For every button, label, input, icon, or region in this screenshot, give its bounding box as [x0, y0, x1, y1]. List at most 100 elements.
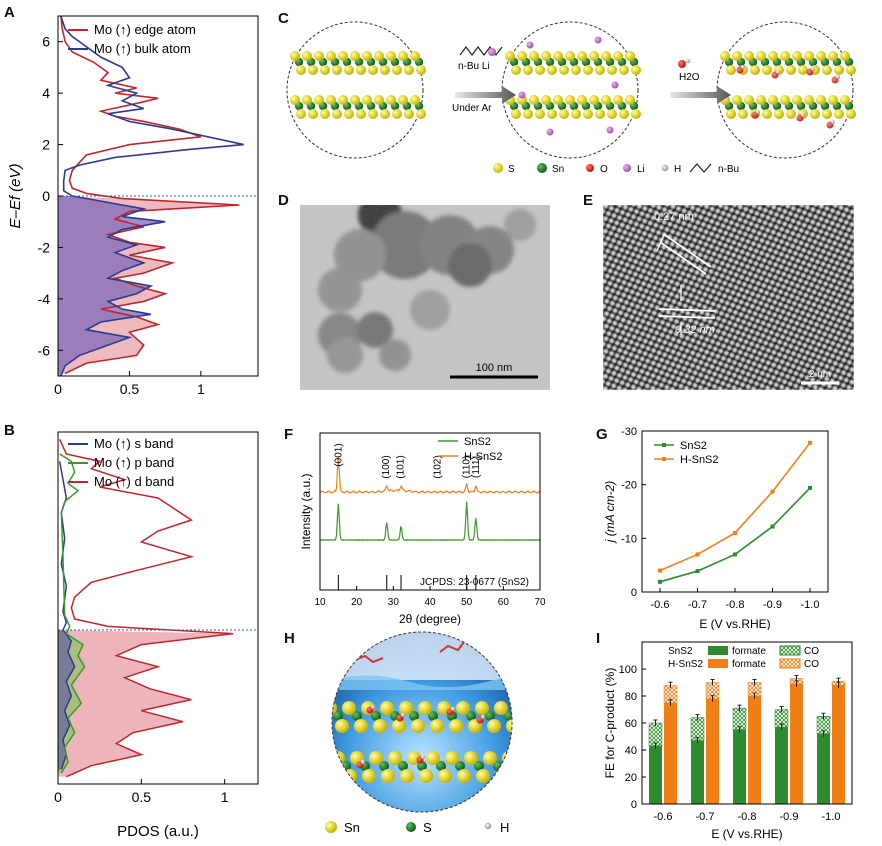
- legend-marker: [662, 457, 666, 461]
- s-atom: [368, 109, 378, 119]
- s-atom: [786, 65, 796, 75]
- s-atom: [619, 109, 629, 119]
- y-tick-label: -10: [621, 533, 637, 545]
- x-axis-title: PDOS (a.u.): [117, 823, 199, 840]
- s-atom: [404, 109, 414, 119]
- y-tick-label: -20: [621, 480, 637, 492]
- tem-image: 100 nm: [300, 205, 550, 390]
- h-atom: [756, 110, 760, 114]
- x-tick-label: 0: [54, 381, 62, 397]
- s-atom: [828, 95, 838, 105]
- data-point: [658, 579, 662, 584]
- bulk-atom-line: [60, 15, 244, 377]
- legend-label: formate: [732, 646, 766, 657]
- illustration-interface: Sn S H: [325, 631, 513, 835]
- s-atom: [780, 51, 790, 61]
- panel-label-a: A: [4, 4, 15, 21]
- o-atom-icon: [678, 60, 686, 68]
- s-atom: [517, 51, 527, 61]
- s-atom: [368, 65, 378, 75]
- s-atom: [762, 65, 772, 75]
- s-atom: [583, 109, 593, 119]
- sn-atom: [417, 761, 427, 771]
- chart-a-pdos-edge-bulk: -6 -4 -2 0 2 4 6 0 0.5 1 E–Ef (eV) Mo (↑) edge atom…: [7, 15, 259, 397]
- s-atom: [398, 95, 408, 105]
- s-atom: [756, 95, 766, 105]
- x-tick-label: -0.8: [738, 811, 757, 823]
- s-atom: [326, 95, 336, 105]
- s-atom: [388, 751, 402, 765]
- sn-atom-icon: [537, 163, 547, 173]
- s-atom: [595, 65, 605, 75]
- panel-label-i: I: [596, 630, 601, 647]
- s-atom: [846, 109, 856, 119]
- s-atom: [547, 65, 557, 75]
- panel-label-h: H: [284, 630, 295, 647]
- x-tick-label: -1.0: [822, 811, 841, 823]
- s-atom: [511, 65, 521, 75]
- peak-label: (100): [381, 455, 392, 478]
- x-tick-label: 70: [534, 597, 546, 608]
- o-atom-icon: [586, 164, 594, 172]
- data-point: [770, 524, 775, 529]
- x-tick-label: 1: [197, 381, 205, 397]
- legend-label: H-SnS2: [464, 451, 503, 463]
- data-point: [695, 552, 700, 557]
- s-atom: [344, 109, 354, 119]
- s-atom: [846, 65, 856, 75]
- s-atom: [756, 51, 766, 61]
- legend-label: SnS2: [464, 436, 491, 448]
- s-atom: [553, 95, 563, 105]
- legend-s: S: [423, 820, 432, 835]
- s-atom: [822, 65, 832, 75]
- schematic-lithiation: n-Bu Li Under Ar H2O S Sn O Li H n-Bu: [286, 21, 856, 175]
- s-atom: [326, 51, 336, 61]
- s-atom: [350, 751, 364, 765]
- y-tick-label: 0: [42, 188, 50, 204]
- legend-row-label: SnS2: [668, 646, 693, 657]
- s-atom: [416, 109, 426, 119]
- s-atom: [822, 109, 832, 119]
- li-atom: [606, 126, 614, 134]
- h-atom: [836, 75, 840, 79]
- legend-s: S: [508, 164, 515, 175]
- x-tick-label: -0.6: [651, 599, 670, 611]
- s-atom: [804, 95, 814, 105]
- x-axis-title: E (V vs.RHE): [699, 617, 770, 630]
- s-atom: [332, 109, 342, 119]
- s-atom: [354, 719, 368, 733]
- li-atom: [526, 41, 534, 49]
- s-atom: [613, 95, 623, 105]
- s-atom: [449, 719, 463, 733]
- s-atom: [792, 95, 802, 105]
- panel-label-d: D: [278, 192, 289, 209]
- y-axis-title: FE for C-product (%): [603, 668, 617, 779]
- h-atom: [776, 70, 780, 74]
- y-tick-label: 100: [619, 664, 637, 676]
- s-atom: [296, 109, 306, 119]
- s-atom: [804, 51, 814, 61]
- s-atom: [535, 65, 545, 75]
- reagent-label: n-Bu Li: [458, 61, 490, 72]
- x-tick-label: 40: [424, 597, 436, 608]
- s-atom: [720, 51, 730, 61]
- s-atom: [344, 65, 354, 75]
- y-tick-label: 6: [42, 34, 50, 50]
- s-atom: [607, 109, 617, 119]
- s-atom: [571, 109, 581, 119]
- s-atom: [392, 65, 402, 75]
- s-atom: [601, 95, 611, 105]
- s-atom: [786, 109, 796, 119]
- atmosphere-label: Under Ar: [452, 103, 492, 114]
- li-atom-icon: [488, 48, 496, 56]
- s-atom: [523, 109, 533, 119]
- s-atom-icon: [406, 822, 416, 832]
- x-tick-label: 50: [461, 597, 473, 608]
- x-tick-label: 1: [221, 789, 229, 805]
- s-atom: [314, 51, 324, 61]
- bar-h-sns2-formate: [706, 698, 719, 804]
- s-atom: [744, 51, 754, 61]
- h-atom: [811, 67, 815, 71]
- y-tick-label: 0: [631, 587, 637, 599]
- s-atom: [589, 95, 599, 105]
